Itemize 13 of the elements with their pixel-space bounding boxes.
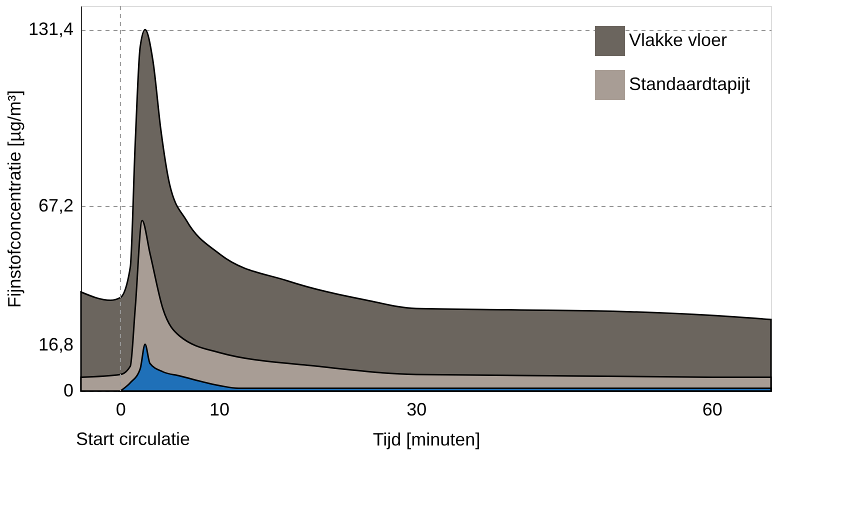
legend-label: Standaardtapijt — [629, 74, 750, 94]
y-tick-label: 131,4 — [28, 19, 74, 40]
x-tick-label: 0 — [116, 400, 126, 420]
y-tick-label: 0 — [63, 380, 74, 400]
x-tick-label: 60 — [702, 400, 722, 420]
x-axis-title: Tijd [minuten] — [372, 430, 480, 450]
x-tick-label: 30 — [406, 400, 427, 420]
text: Start circulatie — [76, 429, 190, 449]
y-tick-label: 16,8 — [38, 334, 74, 354]
legend-label: Vlakke vloer — [629, 30, 728, 50]
x-tick-label: 10 — [209, 400, 230, 420]
y-tick-label: 67,2 — [38, 196, 74, 216]
y-axis-title: Fijnstofconcentratie [µg/m³] — [4, 90, 24, 308]
